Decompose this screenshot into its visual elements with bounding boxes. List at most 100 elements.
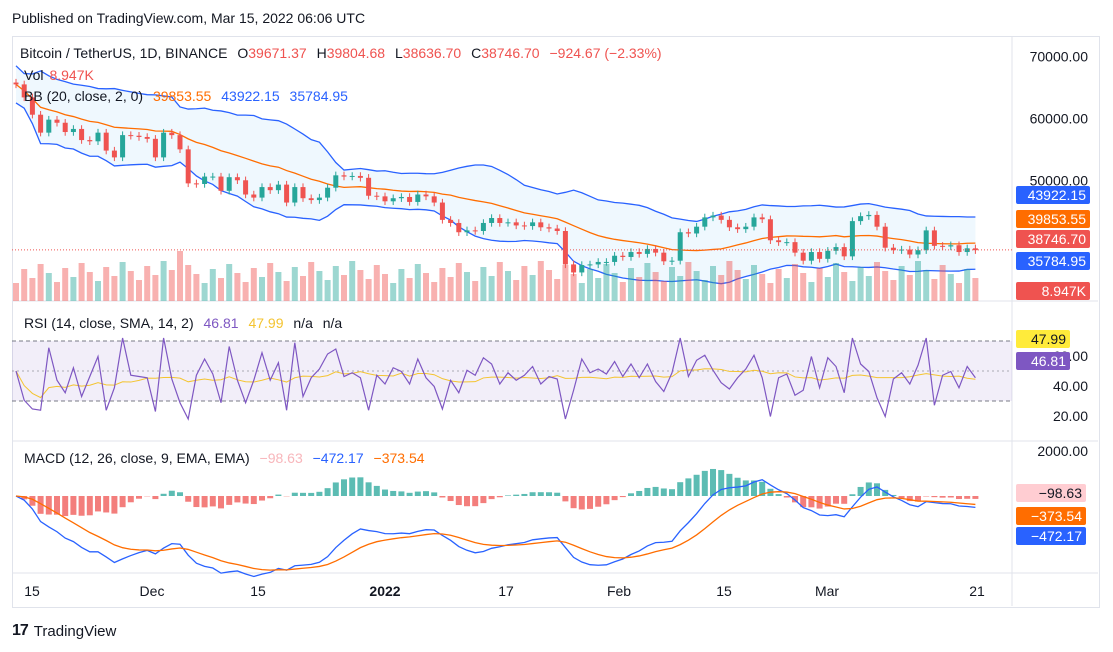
candle-body — [333, 175, 339, 188]
macd-histogram-bar — [472, 496, 479, 507]
volume-bar — [751, 265, 757, 301]
candle-body — [546, 227, 552, 229]
macd-tag — [1016, 527, 1086, 545]
volume-bar — [677, 276, 684, 301]
volume-bar — [956, 283, 962, 301]
macd-histogram-bar — [250, 496, 257, 505]
volume-bar — [964, 269, 971, 301]
candle-body — [513, 222, 519, 226]
macd-histogram-bar — [693, 474, 700, 496]
candle-body — [136, 135, 142, 137]
volume-bar — [693, 271, 700, 301]
volume-bar — [742, 279, 749, 301]
macd-histogram-bar — [439, 496, 446, 498]
macd-histogram-bar — [111, 496, 118, 514]
volume-bar — [414, 264, 421, 301]
candle-body — [267, 187, 273, 191]
volume-bar — [168, 270, 175, 301]
chart-canvas[interactable]: 70000.0060000.0050000.0060.0040.0020.002… — [12, 36, 1098, 606]
footer-branding[interactable]: 17 TradingView — [12, 622, 116, 640]
candle-body — [800, 252, 806, 261]
macd-histogram-bar — [127, 496, 134, 503]
macd-histogram-bar — [857, 486, 864, 496]
macd-histogram-bar — [177, 492, 183, 496]
volume-bar — [37, 264, 44, 301]
volume-bar — [119, 262, 126, 301]
candle-body — [87, 140, 93, 142]
macd-histogram-bar — [103, 496, 110, 513]
volume-bar — [800, 273, 807, 301]
macd-histogram-bar — [521, 493, 528, 496]
candle-body — [505, 222, 511, 224]
candle-body — [95, 132, 101, 142]
rsi-tag — [1016, 330, 1070, 348]
rsi-axis-label: 20.00 — [1053, 408, 1088, 424]
volume-bar — [546, 270, 552, 301]
macd-legend[interactable]: MACD (12, 26, close, 9, EMA, EMA) −98.63… — [24, 450, 431, 466]
candle-body — [661, 252, 667, 262]
macd-histogram-bar — [587, 496, 593, 509]
candle-body — [382, 196, 388, 202]
macd-histogram-bar — [160, 493, 167, 496]
macd-histogram-bar — [824, 496, 831, 507]
volume-bar — [160, 261, 167, 301]
macd-histogram-bar — [898, 496, 905, 499]
volume-bar — [447, 277, 454, 301]
macd-histogram-bar — [751, 480, 757, 496]
macd-histogram-bar — [464, 496, 470, 507]
candle-body — [284, 184, 290, 203]
candle-body — [571, 264, 577, 273]
candle-body — [808, 252, 814, 261]
macd-histogram-bar — [611, 496, 618, 501]
candle-body — [316, 197, 322, 201]
candle-body — [152, 138, 158, 158]
volume-bar — [136, 280, 142, 301]
volume-bar — [95, 281, 101, 301]
candle-body — [612, 255, 618, 262]
candle-body — [685, 232, 691, 234]
volume-bar — [423, 273, 429, 301]
volume-bar — [808, 282, 815, 301]
volume-label: Vol — [24, 67, 44, 83]
bb-legend[interactable]: BB (20, close, 2, 0) 39853.55 43922.15 3… — [24, 88, 354, 104]
time-axis-label: Feb — [607, 583, 631, 599]
volume-bar — [455, 263, 462, 301]
volume-bar — [209, 269, 216, 301]
bb-lower-value: 35784.95 — [289, 88, 348, 104]
macd-histogram-bar — [62, 496, 69, 517]
rsi-legend[interactable]: RSI (14, close, SMA, 14, 2) 46.81 47.99 … — [24, 315, 348, 331]
candle-body — [841, 247, 847, 257]
macd-histogram-bar — [54, 496, 60, 515]
macd-histogram-bar — [800, 496, 807, 508]
candle-body — [644, 248, 650, 254]
volume-bar — [283, 281, 290, 301]
candle-body — [931, 230, 937, 246]
macd-histogram-bar — [537, 492, 544, 496]
rsi-axis-label: 40.00 — [1053, 378, 1088, 394]
published-caption: Published on TradingView.com, Mar 15, 20… — [12, 10, 366, 26]
macd-axis-label: 2000.00 — [1037, 443, 1088, 459]
volume-bar — [562, 265, 569, 301]
macd-histogram-bar — [95, 496, 101, 512]
volume-bar — [660, 281, 667, 301]
candle-body — [923, 230, 929, 251]
macd-histogram-bar — [808, 496, 815, 508]
candle-body — [46, 119, 52, 133]
macd-histogram-bar — [291, 492, 298, 496]
candle-body — [185, 149, 191, 184]
macd-histogram-bar — [201, 496, 208, 508]
candle-body — [620, 255, 626, 257]
macd-histogram-bar — [373, 485, 380, 496]
volume-bar — [931, 279, 938, 301]
price-tag-label: 43922.15 — [1028, 187, 1087, 203]
volume-bar — [341, 275, 347, 301]
volume-bar — [619, 282, 626, 301]
candle-body — [480, 222, 486, 232]
symbol-label[interactable]: Bitcoin / TetherUS, 1D, BINANCE — [20, 45, 228, 61]
volume-bar — [291, 267, 298, 301]
macd-histogram-bar — [783, 496, 790, 498]
volume-legend[interactable]: Vol 8.947K — [24, 67, 100, 83]
volume-bar — [857, 267, 864, 301]
macd-histogram-bar — [595, 496, 602, 507]
candle-body — [718, 215, 724, 220]
